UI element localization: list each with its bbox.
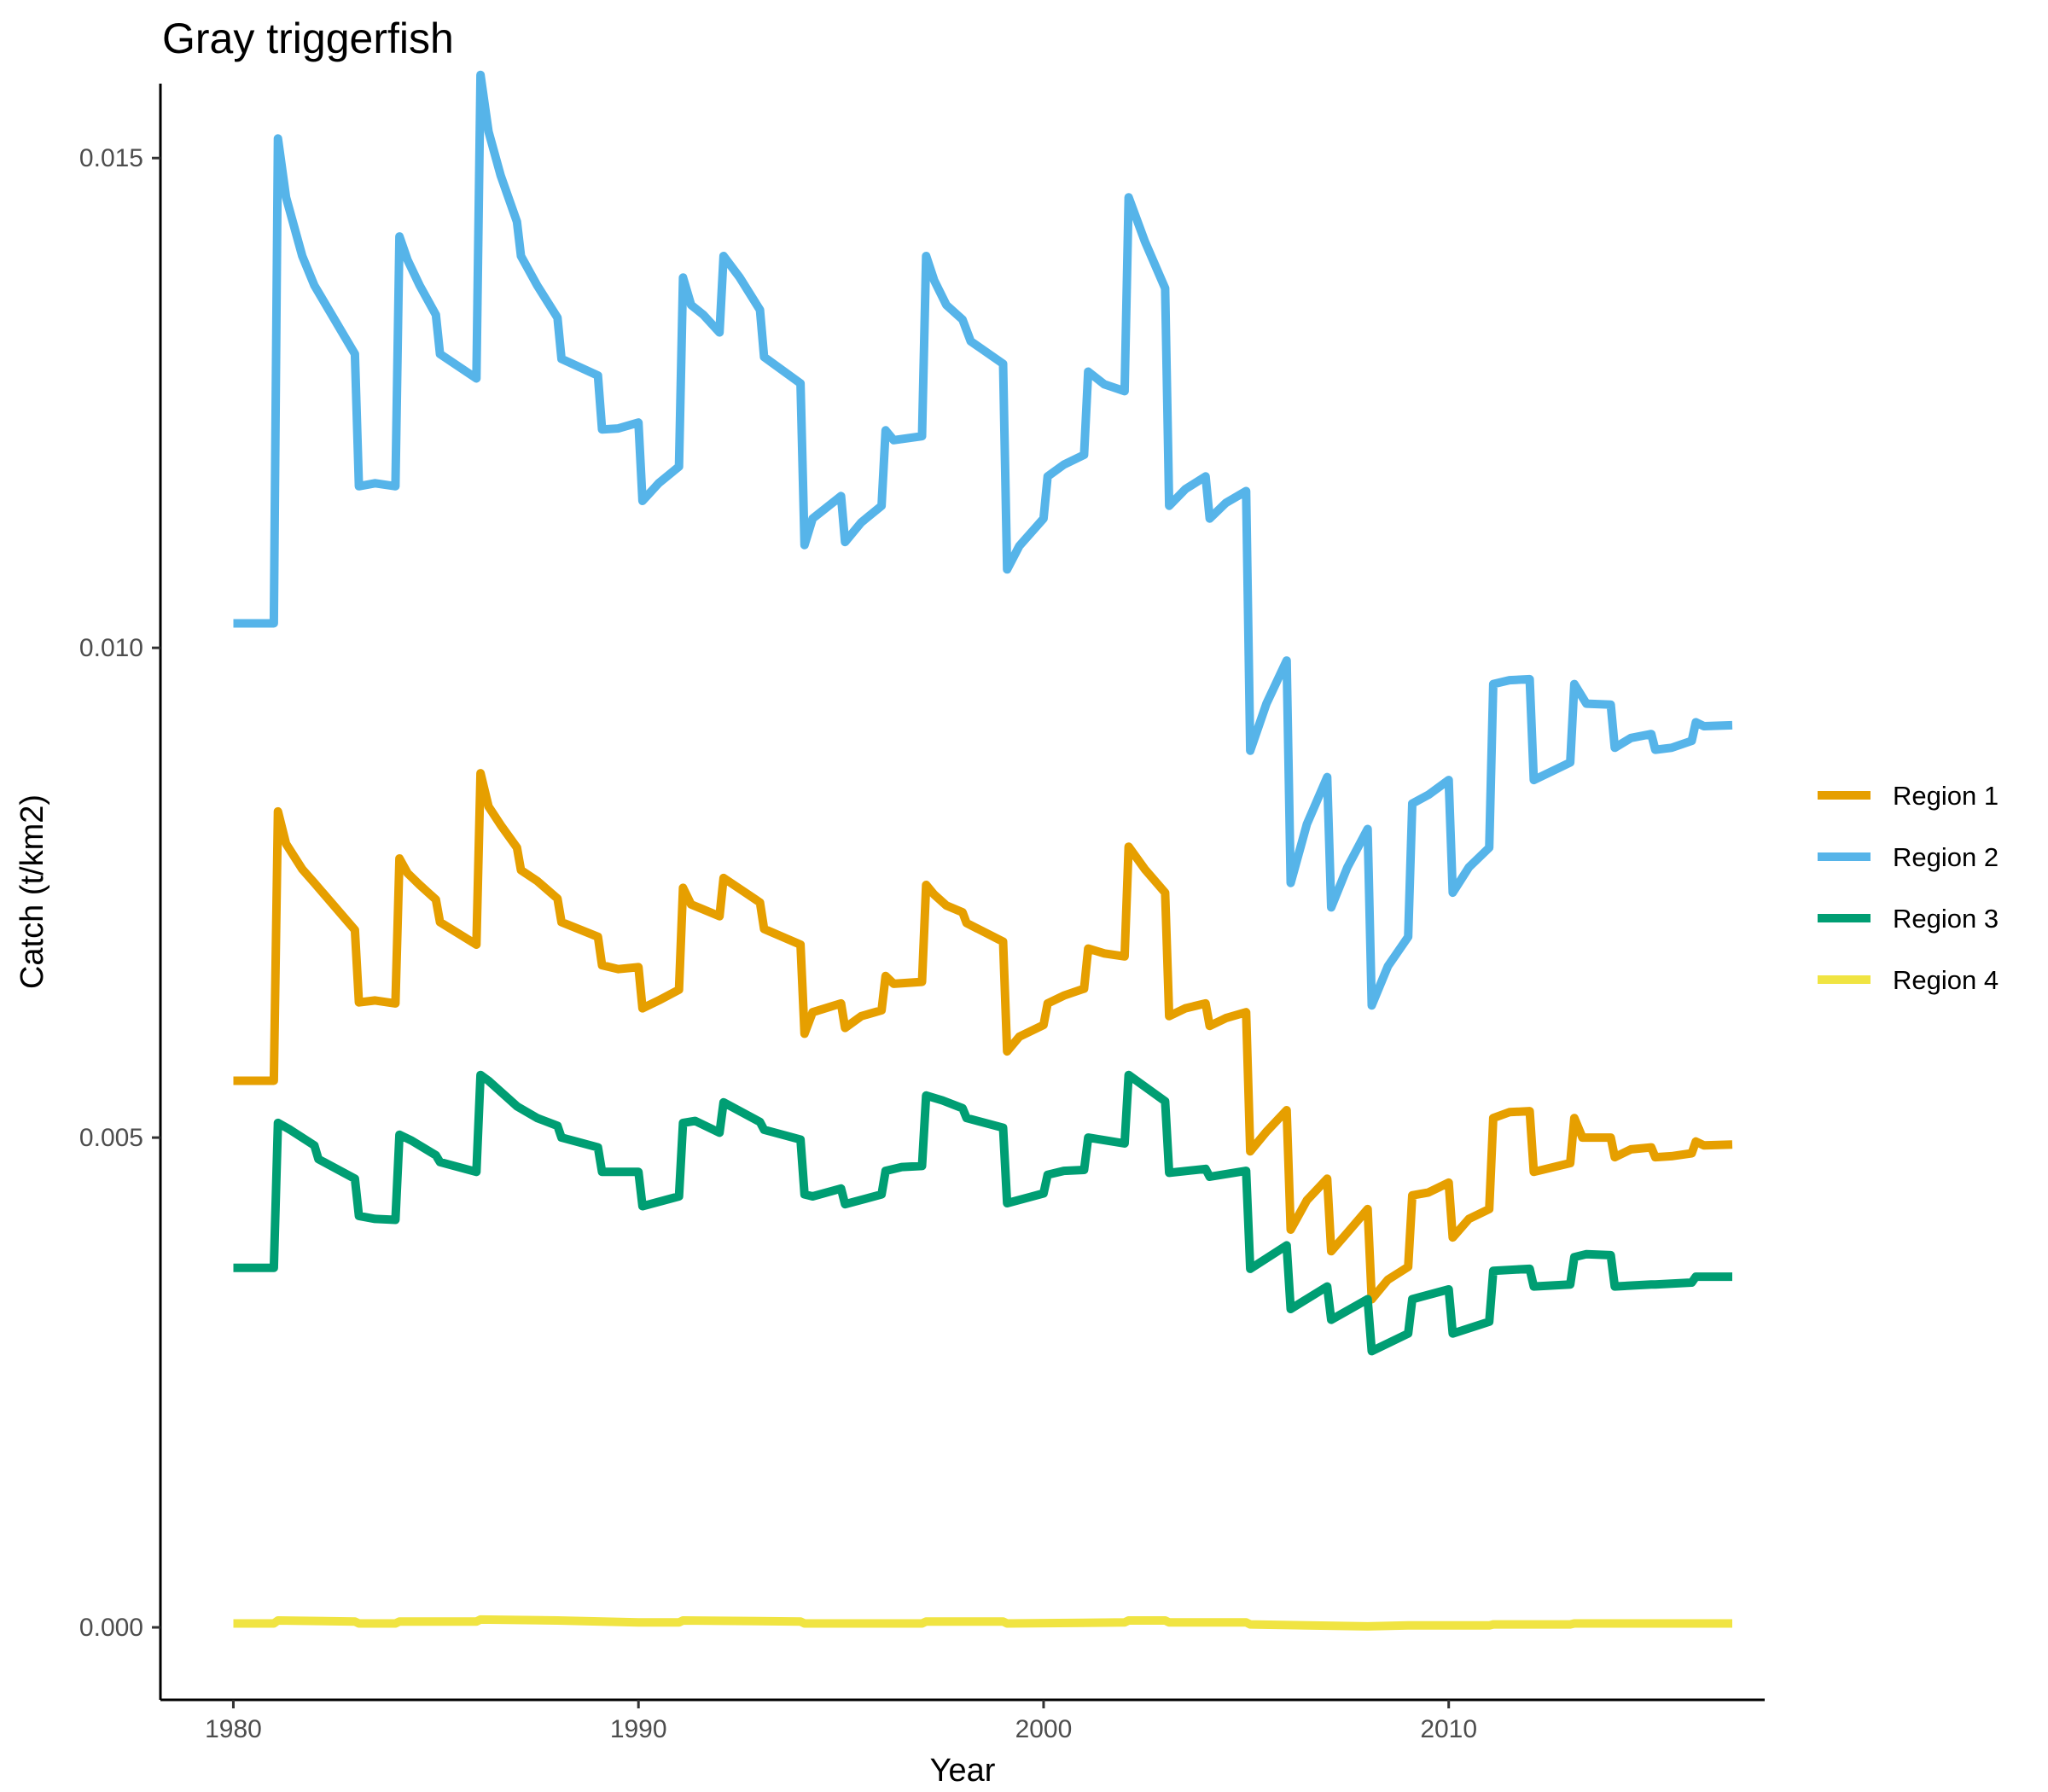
plot-area [233,70,1733,1631]
series-line-2 [233,70,1733,1010]
x-tick-label: 2010 [1420,1715,1477,1743]
y-tick-label: 0.005 [79,1124,143,1152]
series-line-4 [233,1615,1732,1631]
series-line-1 [233,769,1733,1304]
y-ticks: 0.000 0.005 0.010 0.015 [79,144,160,1642]
chart-title: Gray triggerfish [162,15,454,62]
axes [159,84,1765,1702]
x-ticks: 1980 1990 2000 2010 [205,1700,1477,1743]
series-line-3 [233,1070,1732,1356]
y-axis-title: Catch (t/km2) [15,794,50,989]
y-tick-label: 0.000 [79,1614,143,1642]
legend-label-2: Region 2 [1893,842,1999,872]
legend: Region 1 Region 2 Region 3 Region 4 [1818,781,1999,995]
legend-label-3: Region 3 [1893,904,1999,934]
legend-label-1: Region 1 [1893,781,1999,811]
x-tick-label: 1980 [205,1715,262,1743]
x-tick-label: 1990 [610,1715,667,1743]
y-tick-label: 0.015 [79,144,143,172]
y-tick-label: 0.010 [79,634,143,662]
legend-label-4: Region 4 [1893,965,1999,995]
x-axis-title: Year [930,1753,996,1789]
x-tick-label: 2000 [1015,1715,1073,1743]
